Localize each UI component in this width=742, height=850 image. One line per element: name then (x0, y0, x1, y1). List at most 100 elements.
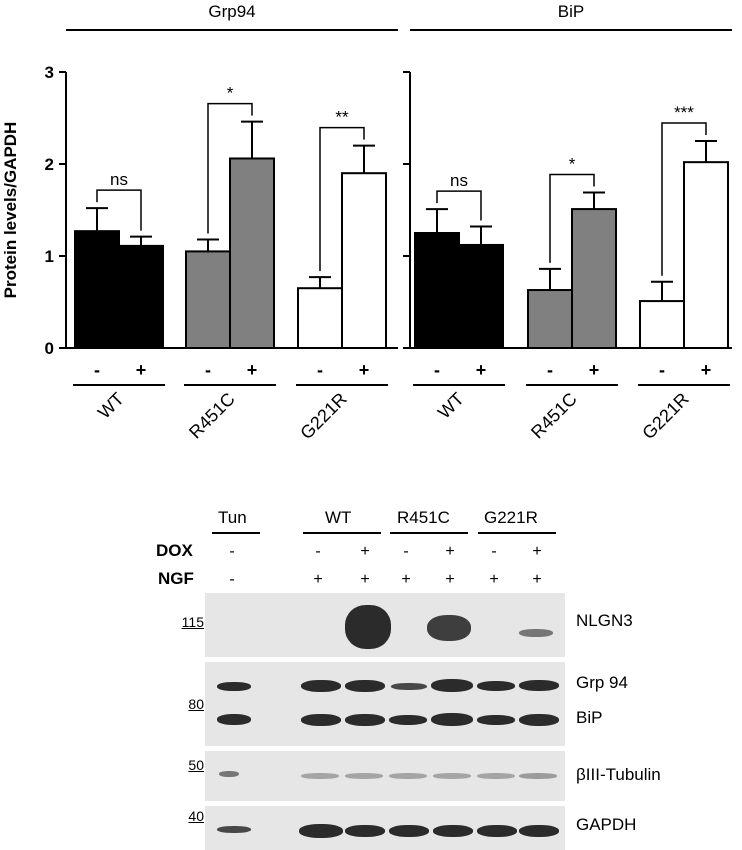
protein-label-bip: BiP (576, 708, 603, 727)
blot-band (431, 713, 473, 726)
blot-group-underline (478, 532, 556, 534)
bar (341, 172, 387, 349)
dox-tick-label: + (701, 360, 712, 380)
protein-label-nlgn3: NLGN3 (576, 611, 633, 630)
mw-marker-115: 115 (181, 614, 204, 630)
blot-band (217, 714, 251, 725)
dox-tick-label: - (659, 360, 665, 380)
blot-band (301, 680, 341, 692)
blot-group-label-g221r: G221R (484, 508, 538, 527)
dox-tick-label: + (247, 360, 258, 380)
blot-band (217, 826, 251, 833)
blot-band (427, 615, 471, 641)
blot-band (477, 681, 515, 691)
ngf-lane-5: + (445, 571, 455, 588)
dox-tick-label: - (547, 360, 553, 380)
dox-lane-6: - (491, 543, 497, 560)
blot-band (389, 715, 427, 725)
x-category-label: R451C (185, 389, 239, 443)
bar-chart: Protein levels/GAPDH Grp94 0 1 2 3 - + WT ns - + R45… (1, 2, 732, 443)
blot-group-underline (303, 532, 381, 534)
bar (118, 244, 164, 350)
bar (458, 243, 504, 350)
ngf-lane-3: + (360, 571, 370, 588)
blot-band (519, 629, 553, 637)
mw-marker-80: 80 (188, 696, 204, 712)
blot-panel-grp94-bip (205, 662, 565, 746)
y-tick-label: 1 (45, 247, 54, 266)
blot-band (519, 680, 559, 691)
blot-band (433, 825, 473, 837)
blot-band (345, 773, 383, 779)
ngf-lane-4: + (401, 571, 411, 588)
significance-label: * (227, 84, 234, 103)
dox-tick-label: - (317, 360, 323, 380)
blot-band (431, 679, 473, 692)
blot-band (345, 825, 385, 837)
bar (297, 287, 343, 350)
significance-label: ** (335, 108, 349, 127)
dox-tick-label: + (359, 360, 370, 380)
blot-group-label-r451c: R451C (397, 508, 450, 527)
bar (571, 208, 617, 349)
significance-label: * (569, 155, 576, 174)
significance-label: ns (110, 170, 128, 189)
bar (414, 232, 460, 349)
ngf-lane-6: + (489, 571, 499, 588)
protein-label-tubulin: βIII-Tubulin (576, 765, 661, 784)
significance-bracket (549, 173, 595, 263)
blot-group-underline (212, 532, 260, 534)
blot-band (345, 680, 385, 692)
x-category-label: WT (94, 389, 128, 423)
x-category-label: G221R (296, 389, 350, 443)
blot-band (477, 715, 515, 725)
y-tick-label: 0 (45, 339, 54, 358)
dox-lane-7: + (532, 543, 542, 560)
ngf-lane-1: - (229, 571, 235, 588)
y-tick-label: 3 (45, 63, 54, 82)
blot-band (345, 605, 391, 649)
dox-lane-2: - (315, 543, 321, 560)
dox-tick-label: + (136, 360, 147, 380)
blot-panel-tubulin (205, 751, 565, 801)
panel-title: BiP (558, 2, 584, 21)
blot-panel-nlgn3 (205, 593, 565, 657)
dox-tick-label: - (205, 360, 211, 380)
dox-tick-label: + (589, 360, 600, 380)
blot-band (301, 773, 339, 779)
significance-label: ns (450, 171, 468, 190)
blot-panel-gapdh (205, 806, 565, 850)
blot-band (391, 683, 427, 690)
ngf-lane-2: + (313, 571, 323, 588)
blot-band (217, 682, 251, 691)
significance-bracket (207, 102, 253, 234)
bar (683, 161, 729, 349)
blot-ngf-label: NGF (158, 569, 194, 588)
blot-band (299, 824, 343, 838)
blot-band (219, 771, 239, 777)
significance-bracket (96, 189, 142, 231)
dox-lane-1: - (229, 543, 235, 560)
x-category-label: R451C (527, 389, 581, 443)
significance-bracket (319, 126, 365, 272)
significance-label: *** (674, 103, 694, 122)
blot-group-label-tun: Tun (218, 508, 247, 527)
blot-band (477, 825, 517, 837)
x-category-label: WT (434, 389, 468, 423)
bar (639, 300, 685, 349)
blot-group-label-wt: WT (325, 508, 352, 527)
bar (229, 157, 275, 349)
blot-band (301, 714, 341, 726)
mw-marker-40: 40 (188, 808, 204, 824)
dox-lane-4: - (403, 543, 409, 560)
blot-band (519, 714, 559, 726)
blot-band (345, 714, 385, 726)
mw-marker-50: 50 (188, 757, 204, 773)
dox-lane-3: + (360, 543, 370, 560)
blot-band (477, 773, 515, 779)
blot-band (519, 825, 559, 837)
bar (74, 230, 120, 349)
panel-title: Grp94 (208, 2, 255, 21)
y-tick-label: 2 (45, 155, 54, 174)
dox-tick-label: - (94, 360, 100, 380)
